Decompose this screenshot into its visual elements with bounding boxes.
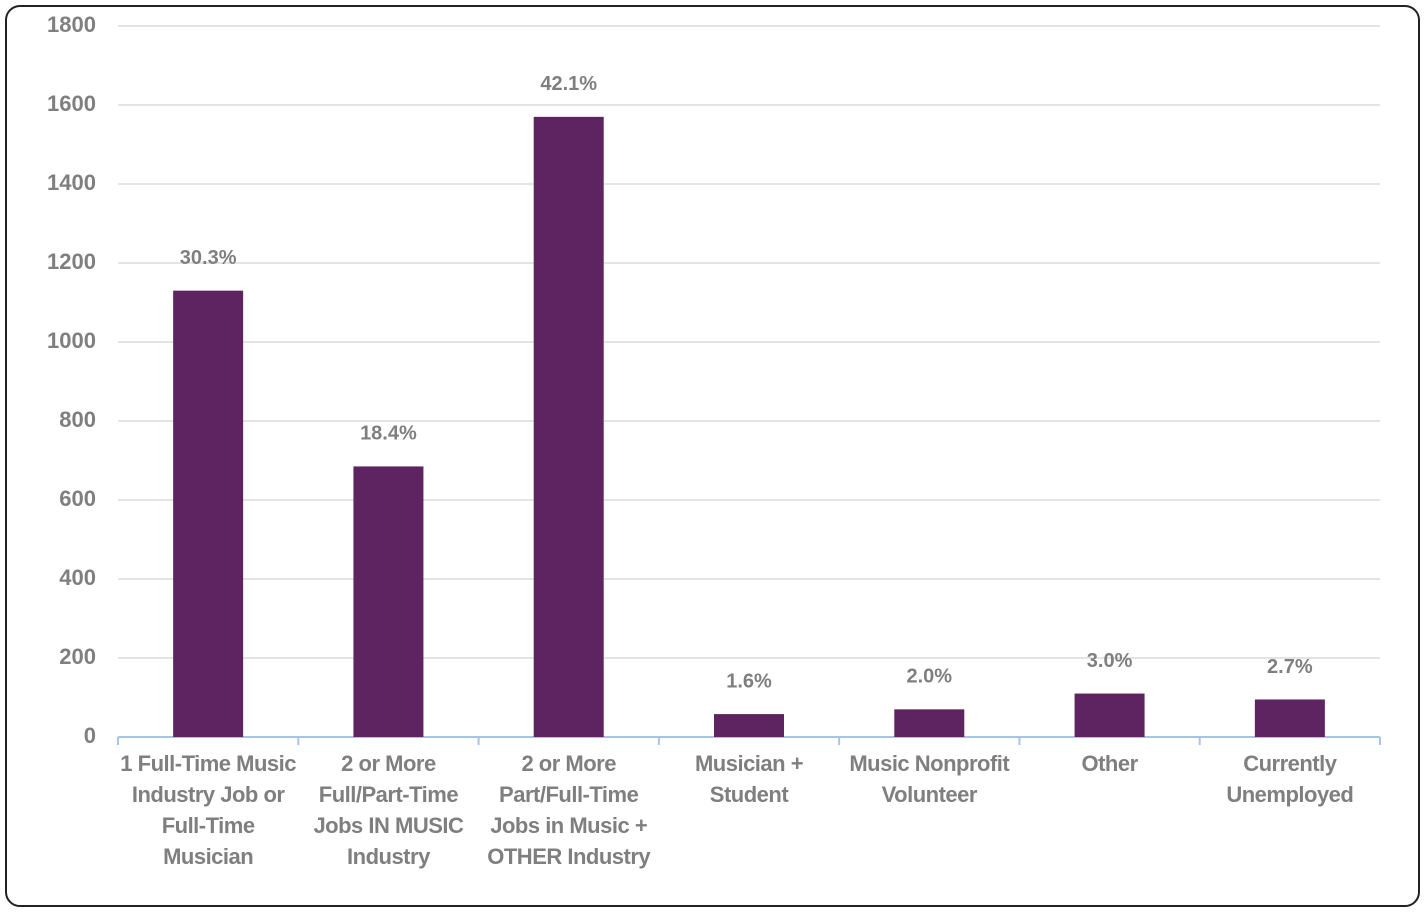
x-tick-label: Musician + Student (694, 751, 804, 807)
data-label: 1.6% (726, 670, 772, 692)
bar (533, 116, 604, 738)
x-tick-label: Other (1081, 751, 1138, 776)
bar (353, 466, 424, 737)
x-tick-label: Currently Unemployed (1226, 751, 1354, 807)
chart-border (5, 5, 1420, 907)
data-label: 30.3% (180, 247, 237, 269)
x-tick-label: 1 Full-Time Music Industry Job or Full-T… (120, 751, 296, 869)
bar (714, 714, 784, 737)
y-tick-label: 1400 (47, 170, 96, 195)
y-tick-label: 0 (84, 723, 96, 748)
data-label: 18.4% (360, 423, 417, 445)
data-label: 2.7% (1267, 656, 1313, 678)
y-tick-label: 800 (59, 407, 96, 432)
y-tick-label: 1800 (47, 12, 96, 37)
bar (894, 709, 965, 737)
y-tick-label: 1000 (47, 328, 96, 353)
y-tick-label: 200 (59, 644, 96, 669)
y-tick-label: 400 (59, 565, 96, 590)
x-tick-label: 2 or More Part/Full-Time Jobs in Music +… (487, 751, 651, 869)
data-label: 3.0% (1087, 650, 1133, 672)
y-tick-label: 600 (59, 486, 96, 511)
bar (1254, 699, 1325, 737)
data-label: 2.0% (906, 666, 952, 688)
y-tick-label: 1200 (47, 249, 96, 274)
y-tick-label: 1600 (47, 91, 96, 116)
bar (1074, 693, 1145, 737)
x-tick-label: 2 or More Full/Part-Time Jobs IN MUSIC I… (313, 751, 464, 869)
x-tick-label: Music Nonprofit Volunteer (849, 751, 1010, 807)
bar (173, 290, 244, 737)
data-label: 42.1% (540, 73, 597, 95)
